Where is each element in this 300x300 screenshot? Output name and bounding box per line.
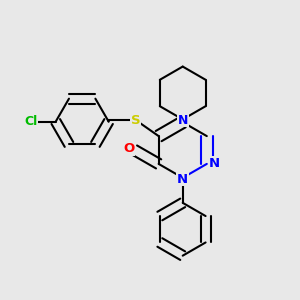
Text: Cl: Cl xyxy=(24,115,38,128)
Text: O: O xyxy=(123,142,134,155)
Text: N: N xyxy=(208,157,220,170)
Text: N: N xyxy=(178,114,188,127)
Text: N: N xyxy=(177,172,188,186)
Text: S: S xyxy=(131,114,141,127)
